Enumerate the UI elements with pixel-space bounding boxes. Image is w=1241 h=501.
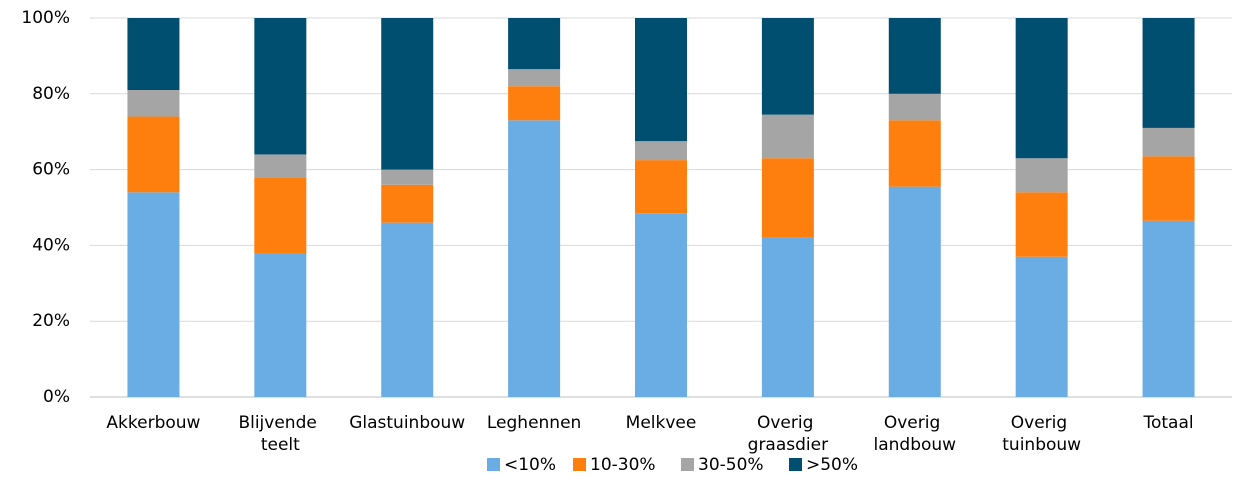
bar-segment <box>1142 156 1195 221</box>
bar-segment <box>761 237 814 397</box>
legend-swatch <box>789 458 802 471</box>
bar-segment <box>1015 192 1068 257</box>
bar-segment <box>508 120 561 397</box>
bar-segment <box>635 213 687 397</box>
legend-label: 10-30% <box>590 455 656 475</box>
x-tick-label: Totaal <box>1142 413 1193 433</box>
bar-segment <box>1142 127 1195 157</box>
x-tick-label: Leghennen <box>487 413 581 433</box>
bar-segment <box>1015 158 1068 193</box>
y-tick-label: 40% <box>32 235 70 255</box>
bar-segment <box>635 141 687 161</box>
bar-segment <box>381 18 434 170</box>
bar-segment <box>508 18 561 70</box>
bar-segment <box>1142 220 1195 397</box>
bar-segment <box>127 18 180 91</box>
legend-swatch <box>681 458 694 471</box>
bar-segment <box>1015 18 1068 159</box>
bar-segment <box>761 158 814 238</box>
x-tick-label: Glastuinbouw <box>349 413 465 433</box>
y-tick-label: 0% <box>43 387 70 407</box>
y-tick-label: 80% <box>32 84 70 104</box>
bar-segment <box>127 192 180 397</box>
bar-segment <box>508 86 561 121</box>
bar-segment <box>254 18 307 155</box>
bar-segment <box>888 186 941 397</box>
bar-segment <box>254 252 307 397</box>
bar-segment <box>635 18 687 142</box>
bar-segment <box>761 114 814 159</box>
y-tick-label: 20% <box>32 311 70 331</box>
y-tick-label: 60% <box>32 160 70 180</box>
bar-segment <box>1015 256 1068 397</box>
x-tick-label: Overig tuinbouw <box>1002 413 1081 455</box>
bar-segment <box>127 116 180 193</box>
bar-segment <box>381 169 434 185</box>
x-tick-label: Overig landbouw <box>873 413 956 455</box>
legend-label: >50% <box>806 455 858 475</box>
bar-segment <box>254 154 307 178</box>
bar-segment <box>381 222 434 397</box>
x-tick-label: Melkvee <box>626 413 697 433</box>
bar-segment <box>888 18 941 94</box>
legend-label: <10% <box>504 455 556 475</box>
bar-segment <box>635 160 687 214</box>
bar-segment <box>254 177 307 253</box>
y-tick-label: 100% <box>21 8 70 28</box>
bar-segment <box>508 69 561 87</box>
bar-segment <box>888 120 941 187</box>
x-tick-label: Akkerbouw <box>106 413 200 433</box>
x-tick-label: Overig graasdier <box>748 413 828 455</box>
bar-segment <box>127 90 180 117</box>
x-tick-label: Blijvende teelt <box>238 413 322 455</box>
legend-swatch <box>487 458 500 471</box>
bar-segment <box>381 184 434 223</box>
legend-swatch <box>573 458 586 471</box>
bar-segment <box>761 18 814 115</box>
bar-segment <box>1142 18 1195 128</box>
bar-segment <box>888 93 941 121</box>
legend-label: 30-50% <box>698 455 764 475</box>
